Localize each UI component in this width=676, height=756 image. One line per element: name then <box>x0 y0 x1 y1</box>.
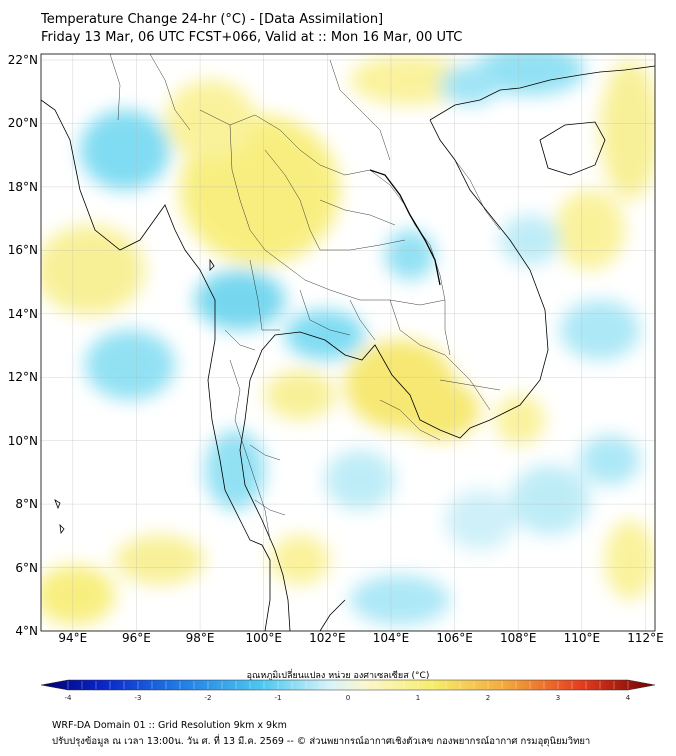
lon-tick-label: 110°E <box>563 631 601 645</box>
graticule <box>41 54 655 631</box>
lat-tick-label: 16°N <box>7 243 38 258</box>
colorbar-label: อุณหภูมิเปลี่ยนแปลง หน่วย องศาเซลเซียส (… <box>246 671 430 681</box>
colorbar-tick-label: -1 <box>274 694 282 702</box>
coastlines <box>41 65 655 631</box>
lon-tick-label: 106°E <box>436 631 473 645</box>
lon-tick-label: 108°E <box>499 631 537 645</box>
lat-tick-label: 4°N <box>15 624 38 638</box>
colorbar-tick-label: 0 <box>345 694 351 702</box>
colorbar-tick-label: 4 <box>625 694 631 702</box>
lat-tick-label: 10°N <box>7 433 38 448</box>
colorbar-tick-label: 1 <box>415 694 421 702</box>
lon-tick-label: 100°E <box>245 631 282 645</box>
lat-tick-label: 20°N <box>7 116 38 131</box>
province-borders <box>109 54 501 541</box>
map-subtitle: Friday 13 Mar, 06 UTC FCST+066, Valid at… <box>41 30 463 45</box>
temperature-field <box>41 54 655 625</box>
lon-tick-label: 94°E <box>58 631 88 645</box>
lat-tick-label: 12°N <box>7 370 38 385</box>
colorbar-tick-label: -4 <box>64 694 72 702</box>
lon-tick-label: 96°E <box>122 631 151 645</box>
lon-tick-label: 112°E <box>627 631 664 645</box>
footer-model-info: WRF-DA Domain 01 :: Grid Resolution 9km … <box>52 720 287 731</box>
footer-credit: ปรับปรุงข้อมูล ณ เวลา 13:00น. วัน ศ. ที่… <box>52 736 591 747</box>
map-title: Temperature Change 24-hr (°C) - [Data As… <box>41 12 384 27</box>
lat-tick-label: 8°N <box>15 497 38 512</box>
lat-tick-label: 14°N <box>7 306 38 321</box>
lat-tick-label: 22°N <box>7 53 38 67</box>
lat-tick-label: 18°N <box>7 179 38 194</box>
colorbar-tick-label: 2 <box>485 694 491 702</box>
colorbar-tick-label: -3 <box>134 694 142 702</box>
lon-tick-label: 98°E <box>185 631 215 645</box>
colorbar-tick-label: -2 <box>204 694 212 702</box>
map-frame <box>40 53 656 632</box>
lon-tick-label: 104°E <box>372 631 410 645</box>
lon-tick-label: 102°E <box>309 631 346 645</box>
colorbar-tick-label: 3 <box>555 694 561 702</box>
lat-tick-label: 6°N <box>15 560 38 575</box>
temperature-change-map <box>40 53 656 632</box>
national-border <box>369 169 441 286</box>
